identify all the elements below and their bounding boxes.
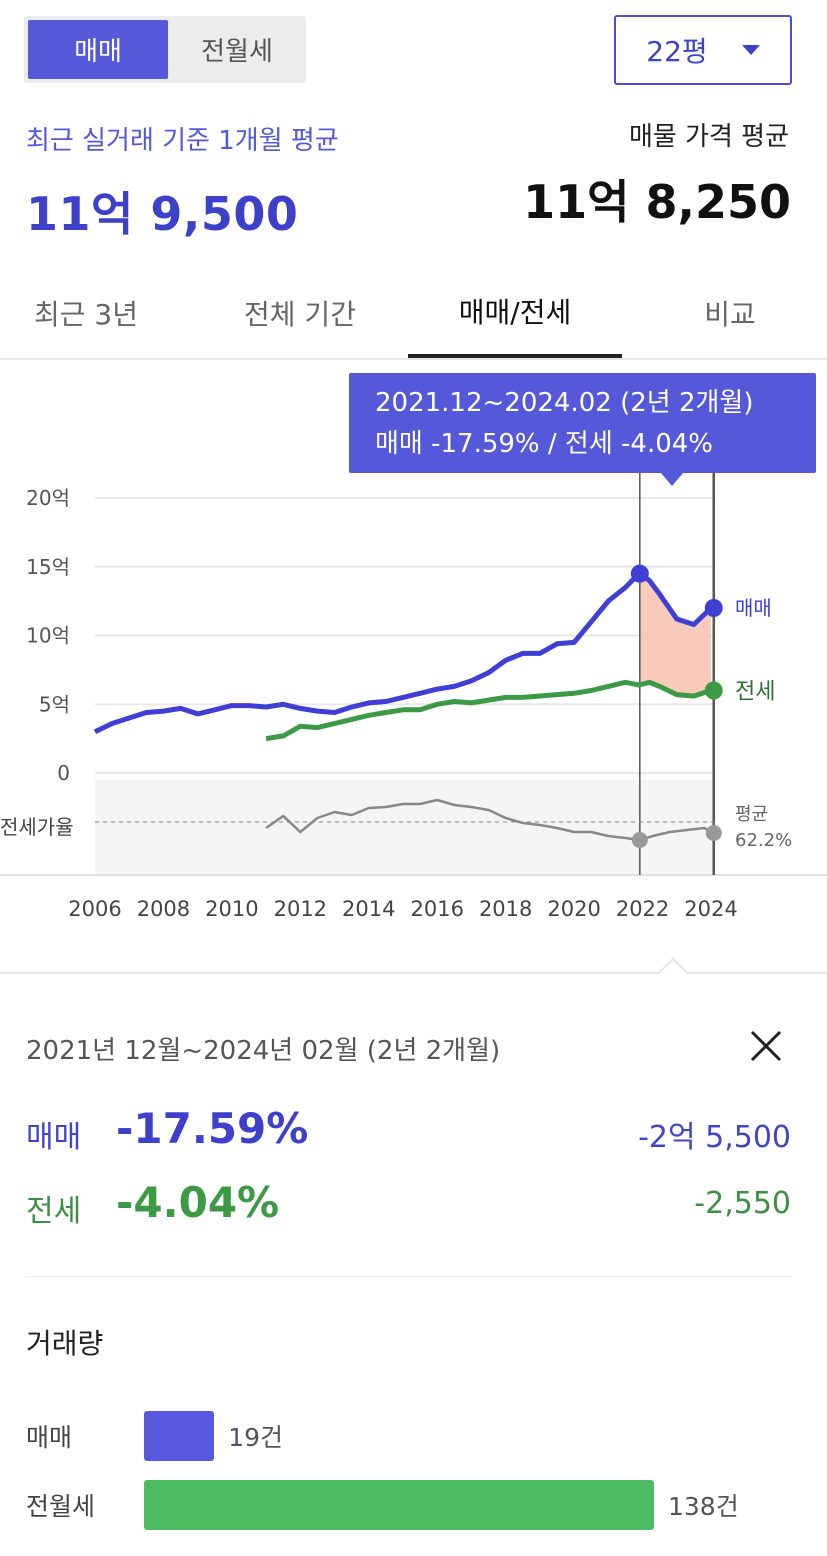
- detail-sale-label: 매매: [26, 1120, 82, 1155]
- y-tick-label: 5억: [39, 692, 70, 716]
- sale-end-label: 매매: [735, 596, 772, 620]
- recent-average-label: 최근 실거래 기준 1개월 평균: [26, 126, 339, 156]
- sale-toggle-button[interactable]: 매매: [28, 20, 168, 79]
- x-tick-label: 2018: [479, 897, 532, 921]
- volume-sale-bar: [144, 1411, 215, 1461]
- area-size-select[interactable]: 22평: [614, 15, 792, 85]
- recent-average-value: 11억 9,500: [26, 187, 299, 241]
- x-tick-label: 2008: [137, 897, 190, 921]
- ratio-end-label: 평균: [735, 804, 768, 825]
- listing-average-label: 매물 가격 평균: [628, 122, 789, 152]
- rent-toggle-button[interactable]: 전월세: [201, 37, 273, 67]
- caret-down-icon: [741, 45, 760, 55]
- ratio-end-value: 62.2%: [735, 830, 792, 851]
- range-tooltip: 2021.12~2024.02 (2년 2개월) 매매 -17.59% / 전세…: [349, 373, 816, 473]
- rent-end-label: 전세: [735, 680, 775, 705]
- x-tick-label: 2022: [616, 897, 669, 921]
- rent-range-end-point: [704, 681, 723, 700]
- detail-rent-pct: -4.04%: [116, 1178, 280, 1227]
- area-size-value: 22평: [646, 35, 708, 68]
- x-tick-label: 2020: [547, 897, 600, 921]
- listing-average-value: 11억 8,250: [523, 175, 791, 229]
- tooltip-period: 2021.12~2024.02 (2년 2개월): [375, 388, 754, 418]
- y-tick-label: 20억: [26, 486, 70, 510]
- deal-type-toggle: 매매 전월세: [24, 16, 306, 83]
- x-tick-label: 2012: [274, 897, 327, 921]
- tab-compare[interactable]: 비교: [704, 298, 756, 331]
- sale-series-line: [93, 571, 713, 735]
- tab-sale-rent[interactable]: 매매/전세: [408, 268, 622, 358]
- y-tick-label: 0: [57, 761, 70, 785]
- sale-range-end-point: [704, 599, 723, 617]
- volume-rent-label: 전월세: [26, 1492, 96, 1521]
- section-divider: [0, 972, 827, 974]
- detail-rent-label: 전세: [26, 1194, 82, 1229]
- x-tick-label: 2024: [684, 897, 737, 921]
- x-tick-label: 2014: [342, 897, 395, 921]
- volume-rent-count: 138건: [668, 1492, 739, 1521]
- y-tick-label: 10억: [26, 624, 70, 648]
- ratio-range-end-point: [705, 825, 722, 841]
- detail-rent-amount: -2,550: [694, 1186, 791, 1221]
- tooltip-arrow: [660, 472, 684, 486]
- tooltip-change: 매매 -17.59% / 전세 -4.04%: [375, 429, 713, 459]
- ratio-panel-bg: [95, 780, 715, 875]
- tab-recent-3y[interactable]: 최근 3년: [34, 298, 138, 331]
- volume-sale-label: 매매: [26, 1423, 73, 1452]
- volume-title: 거래량: [26, 1327, 104, 1360]
- rent-series-line: [265, 679, 712, 742]
- section-notch: [657, 957, 689, 989]
- x-tick-label: 2016: [410, 897, 463, 921]
- chart-tabs: 최근 3년 전체 기간 매매/전세 비교: [0, 268, 827, 360]
- sale-range-start-point: [630, 564, 649, 583]
- detail-sale-amount: -2억 5,500: [638, 1120, 791, 1155]
- highlight-area: [639, 573, 711, 696]
- y-tick-label: 15억: [26, 555, 70, 579]
- x-tick-label: 2010: [205, 897, 258, 921]
- tab-all-period[interactable]: 전체 기간: [244, 298, 356, 331]
- ratio-axis-label: 전세가율: [0, 815, 74, 839]
- volume-rent-bar: [144, 1480, 654, 1530]
- ratio-range-start-point: [631, 832, 648, 848]
- detail-period: 2021년 12월~2024년 02월 (2년 2개월): [26, 1036, 501, 1066]
- volume-sale-count: 19건: [228, 1423, 284, 1452]
- close-icon[interactable]: [746, 1026, 786, 1066]
- detail-divider: [26, 1276, 792, 1277]
- detail-sale-pct: -17.59%: [116, 1104, 309, 1153]
- x-tick-label: 2006: [68, 897, 121, 921]
